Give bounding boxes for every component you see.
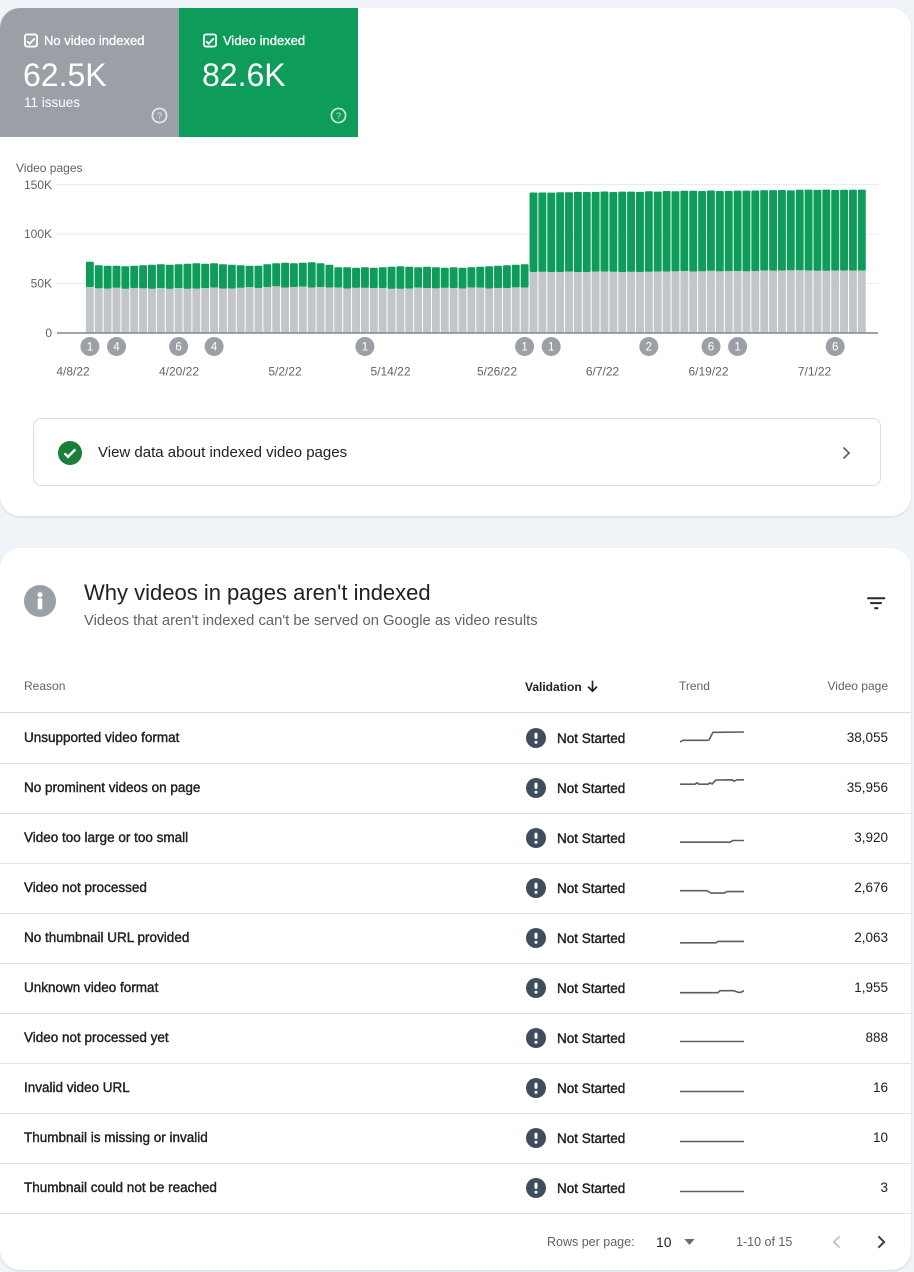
svg-text:6: 6: [832, 342, 838, 354]
svg-text:0: 0: [45, 326, 52, 340]
svg-text:4: 4: [113, 342, 120, 354]
svg-text:1: 1: [362, 342, 368, 354]
svg-text:7/1/22: 7/1/22: [798, 365, 832, 379]
svg-text:1: 1: [87, 342, 93, 354]
svg-text:5/26/22: 5/26/22: [477, 365, 517, 379]
svg-text:6/19/22: 6/19/22: [688, 365, 728, 379]
svg-text:Video pages: Video pages: [16, 161, 83, 175]
svg-text:5/2/22: 5/2/22: [268, 365, 302, 379]
svg-text:100K: 100K: [24, 227, 52, 241]
svg-text:6/7/22: 6/7/22: [586, 365, 620, 379]
svg-text:6: 6: [708, 342, 714, 354]
svg-text:2: 2: [646, 342, 652, 354]
svg-text:50K: 50K: [31, 277, 52, 291]
svg-text:1: 1: [734, 342, 740, 354]
svg-text:1: 1: [548, 342, 554, 354]
svg-text:6: 6: [175, 342, 181, 354]
svg-text:150K: 150K: [24, 178, 52, 192]
svg-text:?: ?: [336, 111, 341, 121]
svg-text:?: ?: [157, 111, 162, 121]
svg-text:4/8/22: 4/8/22: [56, 365, 90, 379]
svg-text:5/14/22: 5/14/22: [370, 365, 410, 379]
svg-text:1: 1: [521, 342, 527, 354]
svg-text:4/20/22: 4/20/22: [159, 365, 199, 379]
svg-text:4: 4: [211, 342, 218, 354]
